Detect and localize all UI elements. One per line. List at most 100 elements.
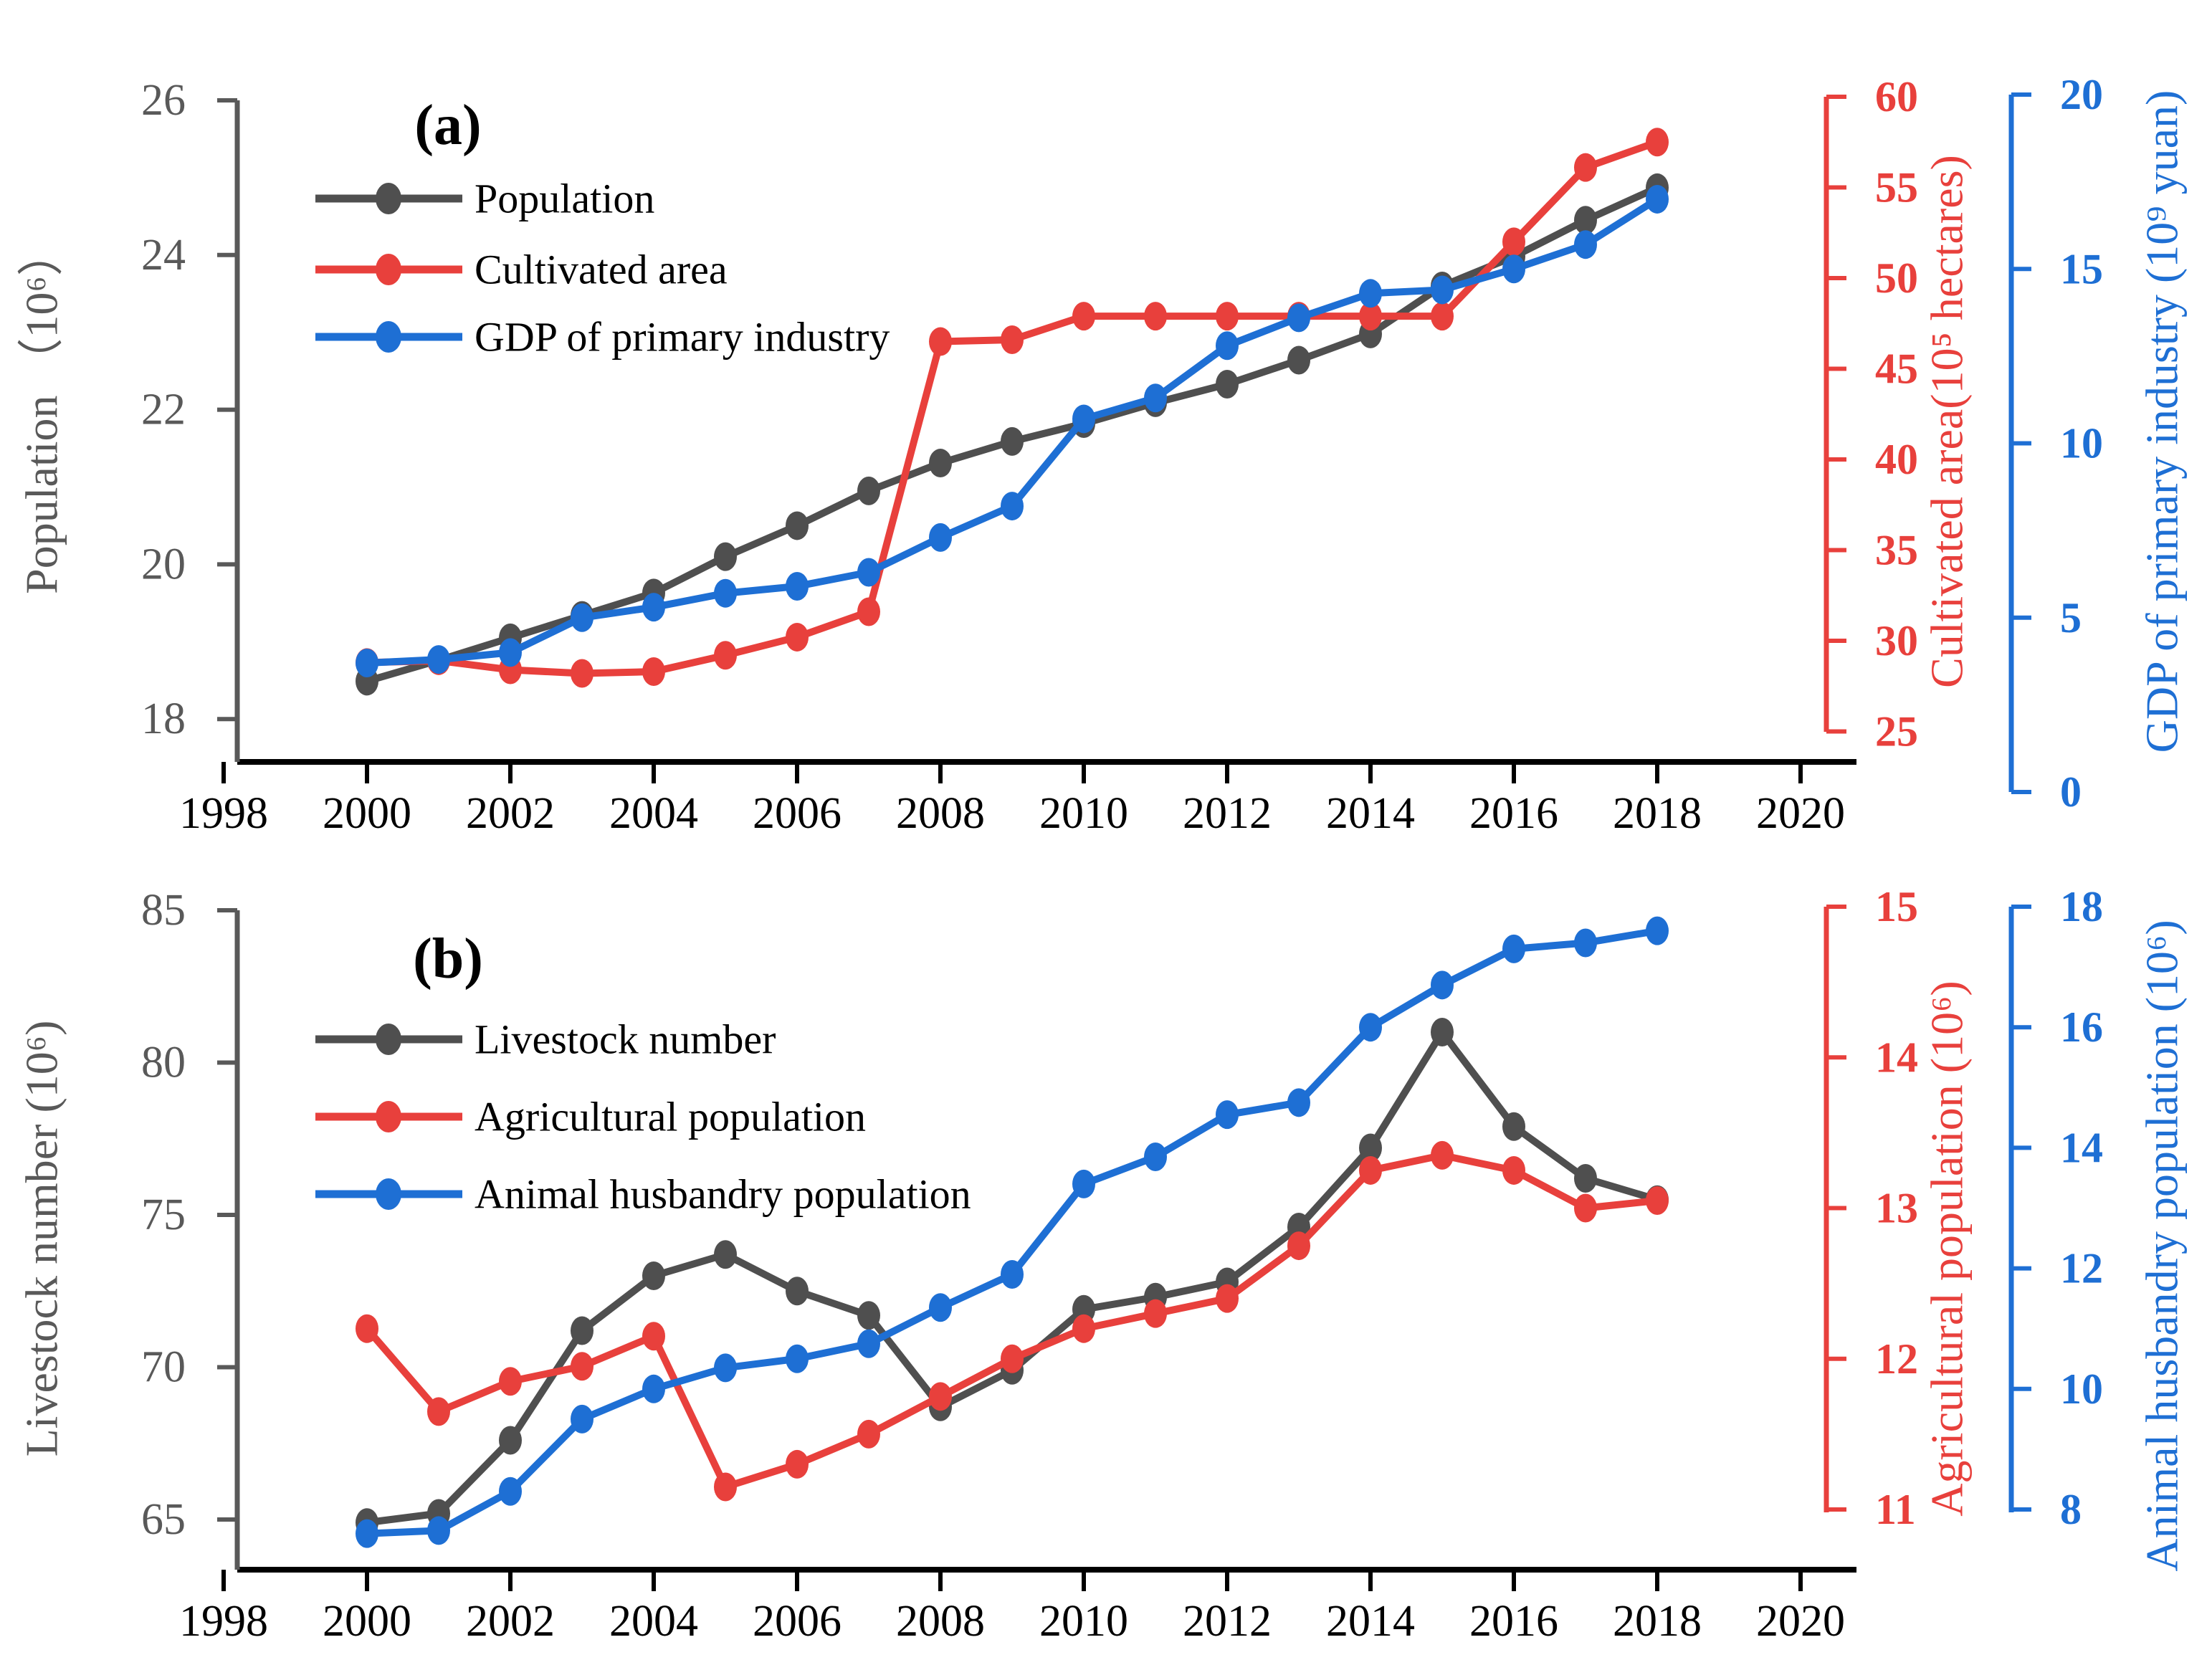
right1-axis: 25 30 35 40 45 50 55 60 <box>1824 73 1918 755</box>
legend-marker <box>376 1178 401 1210</box>
data-point <box>1646 128 1669 157</box>
data-point <box>1359 1133 1382 1163</box>
data-point <box>1574 230 1597 259</box>
data-point <box>1502 934 1525 963</box>
x-axis: 1998 2000 2002 2004 2006 2008 2010 2012 2014 2016… <box>179 759 1856 838</box>
y-tick-label: 20 <box>2060 71 2103 118</box>
data-point <box>1574 1164 1597 1193</box>
y-tick-label: 15 <box>2060 245 2103 292</box>
data-point <box>642 1374 665 1403</box>
data-point <box>1359 279 1382 308</box>
legend-label-animal-husbandry-population: Animal husbandry population <box>475 1171 971 1218</box>
data-point <box>786 622 809 652</box>
data-point <box>1502 227 1525 257</box>
data-point <box>642 657 665 687</box>
y-tick-label: 85 <box>141 886 186 935</box>
panel-b-left-axis-title: Livestock number (10⁶) <box>16 1021 67 1457</box>
x-tick-label: 2016 <box>1469 789 1558 838</box>
y-tick-label: 0 <box>2060 768 2082 816</box>
data-point <box>1287 1088 1310 1117</box>
data-point <box>857 597 880 626</box>
y-tick-label: 45 <box>1875 345 1918 393</box>
data-point <box>1216 369 1239 399</box>
y-tick-label: 12 <box>1875 1335 1918 1383</box>
y-tick-label: 16 <box>2060 1003 2103 1051</box>
y-tick-label: 8 <box>2060 1486 2082 1533</box>
data-point <box>1001 325 1024 355</box>
y-tick-label: 10 <box>2060 420 2103 467</box>
panel-a-label: (a) <box>414 94 481 157</box>
y-tick-label: 35 <box>1875 527 1918 574</box>
left-axis: 18 20 22 24 26 <box>141 76 240 762</box>
x-tick-label: 2014 <box>1326 1597 1415 1646</box>
legend-label-gdp-primary-industry: GDP of primary industry <box>475 314 890 361</box>
data-point <box>499 1367 522 1396</box>
data-point <box>857 1329 880 1358</box>
data-point <box>1574 928 1597 958</box>
data-point <box>857 476 880 505</box>
y-tick-label: 13 <box>1875 1185 1918 1232</box>
panel-b-label: (b) <box>413 927 483 991</box>
data-point <box>1502 254 1525 284</box>
data-point <box>1287 303 1310 333</box>
panel-a-legend: Population Cultivated area GDP of primar… <box>475 176 890 361</box>
x-tick-label: 2012 <box>1183 789 1272 838</box>
y-tick-label: 18 <box>2060 883 2103 930</box>
panel-a: 1998 2000 2002 2004 2006 2008 2010 2012 2014 2016… <box>141 71 2103 838</box>
x-tick-label: 2012 <box>1183 1597 1272 1646</box>
data-point <box>714 578 737 608</box>
data-point <box>929 523 952 552</box>
x-tick-label: 2008 <box>896 789 985 838</box>
data-point <box>642 1261 665 1290</box>
data-point <box>1359 1155 1382 1185</box>
y-tick-label: 50 <box>1875 254 1918 302</box>
data-point <box>1287 345 1310 375</box>
panel-b-right2-axis-title: Animal husbandry population (10⁶) <box>2137 920 2188 1571</box>
x-tick-label: 2002 <box>466 1597 555 1646</box>
data-point <box>929 449 952 478</box>
data-point <box>1431 1140 1454 1170</box>
y-tick-label: 10 <box>2060 1365 2103 1413</box>
y-tick-label: 70 <box>141 1343 186 1392</box>
data-point <box>929 1293 952 1322</box>
x-tick-label: 2010 <box>1039 789 1128 838</box>
data-point <box>1001 1344 1024 1373</box>
legend-marker <box>376 1101 401 1132</box>
data-point <box>1431 970 1454 1000</box>
data-point <box>786 511 809 540</box>
data-point <box>571 1316 593 1345</box>
data-point <box>499 638 522 667</box>
y-tick-label: 24 <box>141 231 186 280</box>
legend-marker <box>376 321 401 353</box>
panel-b-legend: Livestock number Agricultural population… <box>475 1016 971 1218</box>
y-tick-label: 40 <box>1875 436 1918 483</box>
y-tick-label: 30 <box>1875 617 1918 664</box>
data-point <box>1216 302 1239 331</box>
x-tick-label: 2006 <box>753 789 842 838</box>
data-point <box>427 1397 450 1426</box>
data-point <box>786 1344 809 1373</box>
series-gdp-of-primary-industry <box>356 184 1669 677</box>
y-tick-label: 12 <box>2060 1245 2103 1292</box>
y-tick-label: 18 <box>141 695 186 743</box>
x-tick-label: 2018 <box>1613 789 1702 838</box>
data-point <box>1431 1018 1454 1046</box>
legend-markers <box>315 1024 462 1210</box>
series-animal-husbandry-population <box>356 916 1669 1548</box>
x-tick-label: 1998 <box>179 1597 268 1646</box>
data-point <box>1502 1112 1525 1141</box>
data-point <box>571 1404 593 1434</box>
legend-marker <box>376 254 401 285</box>
y-tick-label: 26 <box>141 76 186 125</box>
y-tick-label: 11 <box>1875 1486 1916 1533</box>
data-point <box>1574 1193 1597 1223</box>
y-tick-label: 20 <box>141 540 186 588</box>
legend-marker <box>376 1024 401 1055</box>
y-tick-label: 60 <box>1875 73 1918 120</box>
data-point <box>1001 1260 1024 1289</box>
panel-a-left-axis-title: Population （10⁶） <box>16 230 67 594</box>
data-point <box>1359 302 1382 331</box>
data-point <box>1359 1013 1382 1042</box>
data-point <box>1072 1169 1095 1198</box>
